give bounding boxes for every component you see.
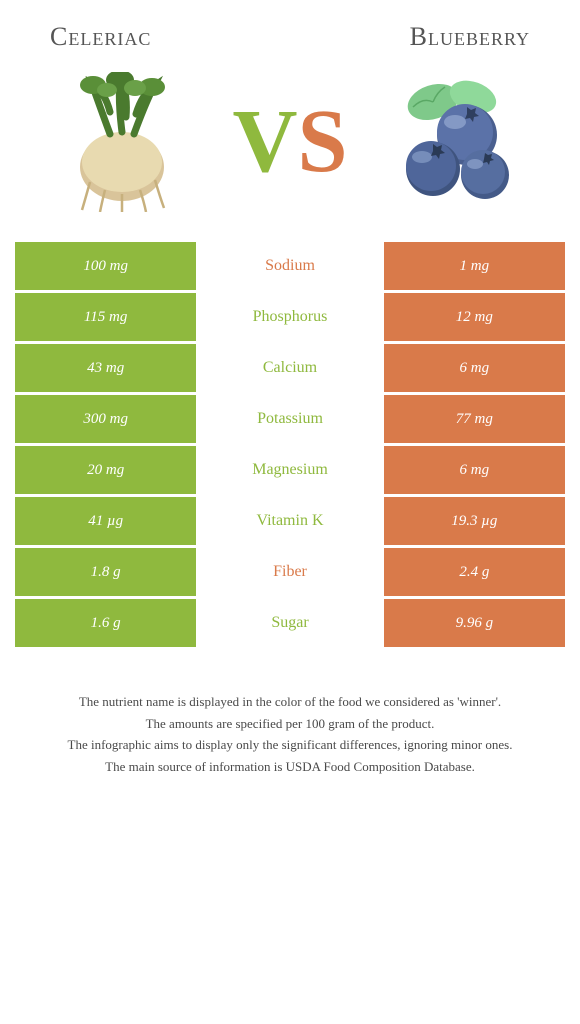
vs-v: V: [232, 97, 297, 187]
left-value: 43 mg: [15, 344, 196, 392]
nutrient-table: 100 mgSodium1 mg115 mgPhosphorus12 mg43 …: [0, 242, 580, 647]
footnote-line: The main source of information is USDA F…: [25, 757, 555, 777]
right-value: 77 mg: [384, 395, 565, 443]
left-value: 1.6 g: [15, 599, 196, 647]
nutrient-name: Phosphorus: [199, 293, 380, 341]
table-row: 1.8 gFiber2.4 g: [15, 548, 565, 596]
right-value: 1 mg: [384, 242, 565, 290]
right-value: 19.3 µg: [384, 497, 565, 545]
footnotes: The nutrient name is displayed in the co…: [0, 647, 580, 776]
header-titles: Celeriac Blueberry: [0, 0, 580, 62]
nutrient-name: Potassium: [199, 395, 380, 443]
table-row: 115 mgPhosphorus12 mg: [15, 293, 565, 341]
table-row: 1.6 gSugar9.96 g: [15, 599, 565, 647]
left-value: 300 mg: [15, 395, 196, 443]
table-row: 20 mgMagnesium6 mg: [15, 446, 565, 494]
right-food-title: Blueberry: [410, 22, 530, 52]
left-value: 1.8 g: [15, 548, 196, 596]
right-value: 12 mg: [384, 293, 565, 341]
celeriac-image: [55, 72, 195, 212]
footnote-line: The infographic aims to display only the…: [25, 735, 555, 755]
left-food-title: Celeriac: [50, 22, 151, 52]
image-row: VS: [0, 62, 580, 242]
table-row: 41 µgVitamin K19.3 µg: [15, 497, 565, 545]
left-value: 100 mg: [15, 242, 196, 290]
table-row: 300 mgPotassium77 mg: [15, 395, 565, 443]
right-value: 2.4 g: [384, 548, 565, 596]
blueberry-image: [385, 72, 525, 212]
vs-label: VS: [232, 97, 347, 187]
nutrient-name: Vitamin K: [199, 497, 380, 545]
right-value: 9.96 g: [384, 599, 565, 647]
left-value: 41 µg: [15, 497, 196, 545]
vs-s: S: [297, 97, 347, 187]
nutrient-name: Calcium: [199, 344, 380, 392]
table-row: 43 mgCalcium6 mg: [15, 344, 565, 392]
left-value: 20 mg: [15, 446, 196, 494]
nutrient-name: Sugar: [199, 599, 380, 647]
left-value: 115 mg: [15, 293, 196, 341]
right-value: 6 mg: [384, 446, 565, 494]
nutrient-name: Sodium: [199, 242, 380, 290]
table-row: 100 mgSodium1 mg: [15, 242, 565, 290]
right-value: 6 mg: [384, 344, 565, 392]
nutrient-name: Fiber: [199, 548, 380, 596]
footnote-line: The amounts are specified per 100 gram o…: [25, 714, 555, 734]
footnote-line: The nutrient name is displayed in the co…: [25, 692, 555, 712]
nutrient-name: Magnesium: [199, 446, 380, 494]
